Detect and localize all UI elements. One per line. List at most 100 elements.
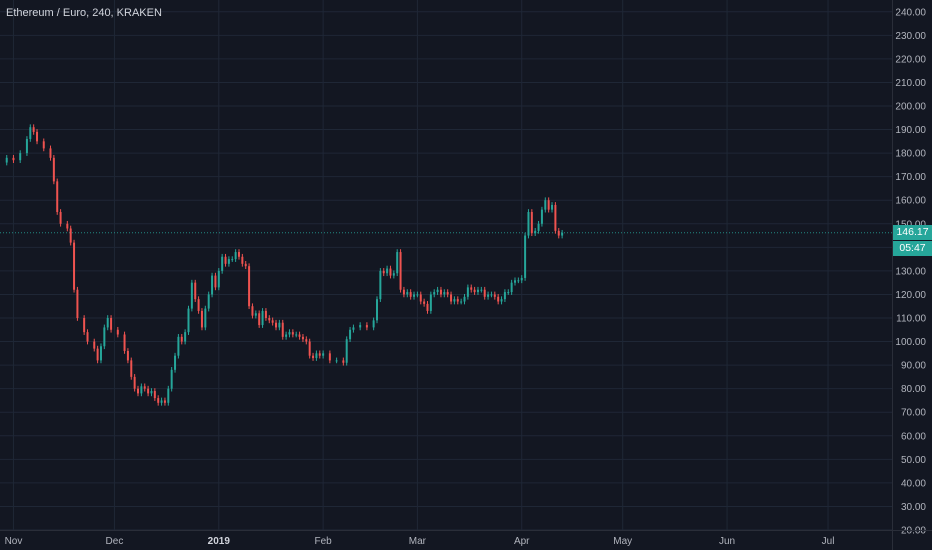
candle-body: [106, 318, 109, 328]
y-tick-label: 50.00: [901, 455, 926, 466]
price-axis[interactable]: 20.0030.0040.0050.0060.0070.0080.0090.00…: [892, 0, 927, 550]
candle-body: [399, 252, 402, 290]
candle-body: [500, 299, 503, 302]
candle-body: [392, 273, 395, 276]
candle-body: [116, 329, 119, 335]
candle-body: [174, 355, 177, 370]
candle-body: [423, 301, 426, 304]
x-tick-label: Jul: [822, 536, 835, 547]
candle-body: [439, 289, 442, 295]
last-price-label: 146.17: [893, 224, 932, 240]
candle-body: [497, 296, 500, 302]
candle-body: [221, 256, 224, 271]
y-tick-label: 40.00: [901, 478, 926, 489]
candle-body: [187, 308, 190, 333]
y-tick-label: 170.00: [895, 172, 926, 183]
candle-body: [197, 299, 200, 311]
candle-body: [409, 292, 412, 297]
candle-body: [184, 332, 187, 342]
y-tick-label: 30.00: [901, 502, 926, 513]
candle-body: [86, 332, 89, 342]
candle-body: [99, 346, 102, 361]
y-tick-label: 90.00: [901, 361, 926, 372]
candle-body: [180, 336, 183, 342]
candle-body: [73, 242, 76, 290]
candle-body: [406, 292, 409, 295]
x-tick-label: Jun: [719, 536, 735, 547]
candle-body: [32, 127, 35, 132]
x-tick-label: May: [613, 536, 632, 547]
candle-body: [170, 369, 173, 389]
y-tick-label: 120.00: [895, 290, 926, 301]
candle-body: [473, 289, 476, 293]
candle-body: [214, 275, 217, 288]
y-tick-label: 60.00: [901, 431, 926, 442]
candle-body: [345, 339, 348, 363]
candle-body: [254, 313, 257, 316]
candle-body: [42, 141, 45, 149]
candle-body: [308, 341, 311, 356]
candle-body: [264, 310, 267, 318]
y-tick-label: 130.00: [895, 266, 926, 277]
candle-body: [153, 391, 156, 399]
candle-body: [177, 336, 180, 356]
x-tick-label: Mar: [409, 536, 427, 547]
candle-body: [281, 322, 284, 337]
candle-body: [419, 294, 422, 302]
x-tick-label: Dec: [106, 536, 124, 547]
candle-body: [557, 230, 560, 236]
candle-body: [234, 252, 237, 260]
candle-body: [5, 157, 8, 163]
grid-lines: [0, 0, 892, 531]
candle-body: [436, 289, 439, 293]
candle-body: [268, 318, 271, 321]
candle-body: [200, 310, 203, 328]
candle-body: [123, 334, 126, 351]
candle-body: [207, 294, 210, 309]
price-series: [5, 124, 564, 406]
candle-body: [315, 353, 318, 359]
candle-body: [163, 400, 166, 403]
candle-body: [476, 289, 479, 293]
candle-body: [241, 256, 244, 264]
candle-body: [211, 275, 214, 295]
candle-body: [443, 292, 446, 295]
candle-body: [470, 287, 473, 290]
candle-body: [514, 280, 517, 283]
candle-body: [335, 360, 338, 362]
y-tick-label: 220.00: [895, 54, 926, 65]
candle-body: [349, 329, 352, 340]
candle-body: [103, 327, 106, 347]
candle-body: [25, 138, 28, 154]
candle-body: [490, 294, 493, 296]
candle-body: [426, 303, 429, 311]
time-axis[interactable]: Nov Dec 2019 Feb Mar Apr May Jun Jul: [0, 530, 932, 548]
candle-body: [157, 398, 160, 403]
x-tick-label: Feb: [315, 536, 333, 547]
candle-body: [258, 313, 261, 326]
candle-body: [66, 223, 69, 229]
candle-body: [248, 266, 251, 307]
candle-body: [547, 200, 550, 210]
candle-body: [507, 292, 510, 294]
candle-body: [160, 400, 163, 403]
candle-body: [527, 212, 530, 236]
candle-body: [76, 289, 79, 318]
candle-body: [301, 336, 304, 340]
candle-body: [49, 148, 52, 158]
candle-body: [298, 334, 301, 337]
candle-body: [278, 322, 281, 328]
candle-body: [143, 386, 146, 389]
y-tick-label: 230.00: [895, 31, 926, 42]
y-tick-label: 190.00: [895, 125, 926, 136]
candle-body: [460, 301, 463, 303]
candle-body: [204, 308, 207, 328]
candle-body: [305, 339, 308, 342]
candle-body: [352, 327, 355, 330]
candle-body: [150, 391, 153, 394]
candle-body: [140, 386, 143, 394]
candle-body: [365, 325, 368, 328]
y-tick-label: 180.00: [895, 149, 926, 160]
y-tick-label: 240.00: [895, 7, 926, 18]
